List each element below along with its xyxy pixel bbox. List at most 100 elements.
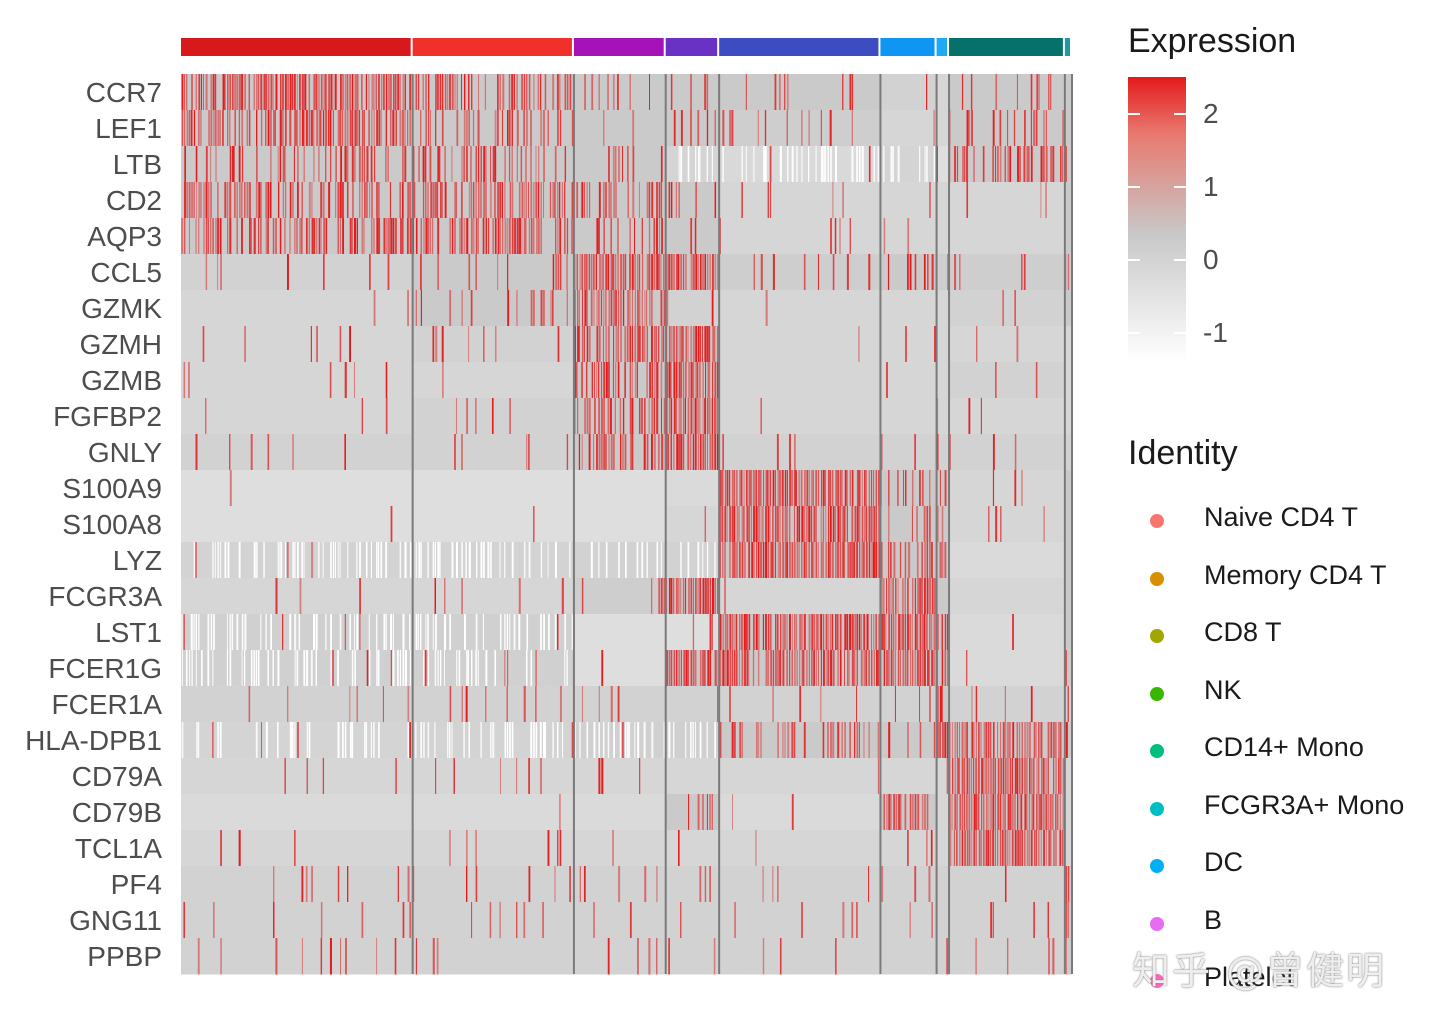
stripe [769,146,772,183]
stripe [284,74,287,111]
stripe [470,650,473,687]
stripe [530,290,533,327]
stripe [250,434,253,471]
stripe [782,722,784,759]
stripe [680,326,683,363]
stripe [941,614,943,651]
stripe [743,614,746,651]
stripe [883,218,886,255]
stripe [1033,110,1035,147]
stripe [402,110,404,147]
stripe [518,182,521,219]
stripe [425,614,427,651]
stripe [961,74,964,111]
stripe [465,542,467,579]
stripe [944,542,947,579]
stripe [347,542,349,579]
stripe [435,326,438,363]
stripe [373,722,375,759]
stripe [794,614,796,651]
stripe [1057,722,1060,759]
stripe [191,182,193,219]
stripe [552,254,555,291]
stripe [248,686,251,723]
stripe [758,614,760,651]
stripe [557,326,560,363]
stripe [354,362,356,399]
stripe [702,254,704,291]
stripe [1007,722,1009,759]
stripe [468,722,470,759]
stripe [985,794,988,831]
stripe [359,614,361,651]
stripe [956,830,958,867]
stripe [429,110,432,147]
stripe [999,830,1002,867]
stripe [832,182,834,219]
stripe [641,290,643,327]
stripe [988,794,990,831]
stripe [919,722,922,759]
stripe [824,146,827,183]
stripe [801,614,803,651]
cell-s100a8-0 [181,506,413,543]
stripe [890,614,892,651]
stripe [648,398,650,435]
stripe [475,650,477,687]
stripe [1014,470,1017,507]
stripe [407,290,409,327]
stripe [825,542,827,579]
stripe [685,326,687,363]
stripe [909,794,912,831]
stripe [902,650,905,687]
stripe [518,614,521,651]
stripe [878,506,880,543]
stripe [306,722,309,759]
stripe [763,146,765,183]
stripe [881,614,884,651]
stripe [554,542,557,579]
stripe [968,110,971,147]
stripe [1006,830,1009,867]
stripe [697,110,700,147]
cell-fcer1g-1 [412,650,574,687]
stripe [832,506,835,543]
stripe [413,146,415,183]
stripe [944,614,947,651]
stripe [361,218,364,255]
stripe [581,434,583,471]
stripe [946,938,949,975]
stripe [788,506,791,543]
stripe [304,74,307,111]
stripe [736,470,738,507]
stripe [347,74,349,111]
stripe [631,362,633,399]
stripe [846,254,849,291]
stripe [966,110,969,147]
stripe [516,758,518,795]
identity-legend-item: DC [1128,847,1428,887]
stripe [777,542,779,579]
cell-gzmk-4 [719,290,881,327]
stripe [520,146,523,183]
stripe [279,110,282,147]
stripe [376,650,378,687]
stripe [831,470,834,507]
stripe [427,542,429,579]
stripe [392,218,395,255]
stripe [856,470,859,507]
stripe [1016,326,1019,363]
stripe [618,146,620,183]
stripe [607,398,610,435]
stripe [600,290,603,327]
stripe [644,326,646,363]
cell-ppbp-6 [936,938,950,975]
stripe [210,182,212,219]
stripe [554,146,557,183]
stripe [959,722,961,759]
cell-fgfbp2-7 [949,398,1065,435]
stripe [709,650,712,687]
stripe [1045,182,1047,219]
stripe [992,470,995,507]
stripe [435,74,437,111]
